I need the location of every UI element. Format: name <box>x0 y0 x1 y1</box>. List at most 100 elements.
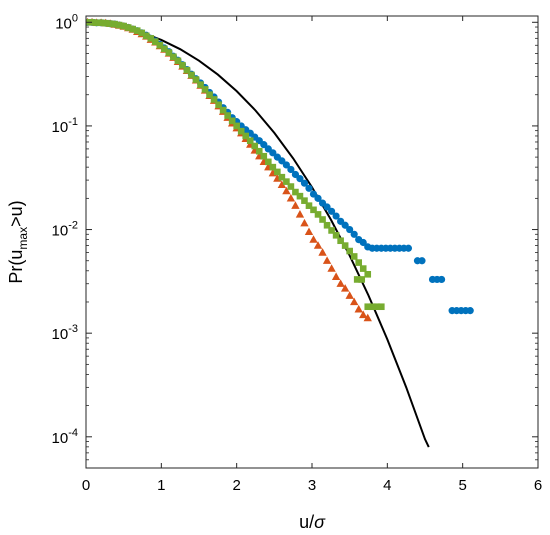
data-point <box>358 276 366 283</box>
x-tick-label: 0 <box>82 477 90 494</box>
data-point <box>120 22 127 30</box>
data-point <box>296 175 304 183</box>
x-tick-label: 1 <box>157 477 165 494</box>
series-layer <box>86 17 474 448</box>
x-axis-label: u/σ <box>299 512 326 532</box>
data-point <box>359 310 368 319</box>
data-point <box>327 207 336 215</box>
data-point <box>246 137 254 145</box>
y-axis-label-sub: max <box>16 227 30 250</box>
data-point <box>265 158 272 166</box>
data-point <box>332 232 340 239</box>
data-point <box>251 142 259 150</box>
data-point <box>165 49 173 56</box>
data-point <box>152 38 159 45</box>
data-point <box>228 117 236 125</box>
series-square <box>86 18 385 311</box>
data-point <box>286 193 296 202</box>
data-point <box>437 275 446 284</box>
data-point <box>305 184 313 192</box>
data-point <box>353 276 361 283</box>
x-axis-label-base: u/ <box>299 512 314 532</box>
data-point <box>242 132 250 140</box>
data-point <box>215 101 222 109</box>
data-point <box>337 237 344 245</box>
x-tick-label: 2 <box>232 477 240 494</box>
data-point <box>313 241 323 249</box>
data-point <box>364 270 372 278</box>
data-point <box>300 218 309 227</box>
data-point <box>328 227 335 234</box>
y-tick-label: 10-3 <box>52 323 78 343</box>
tick-layer: 0 1 2 3 4 5 6 100 10-1 10-2 10-3 10-4 <box>52 12 543 494</box>
data-point <box>310 206 317 214</box>
data-point <box>233 122 240 130</box>
data-point <box>319 216 326 223</box>
data-point <box>133 27 141 34</box>
y-tick-label: 10-1 <box>52 116 78 136</box>
data-point <box>373 303 381 311</box>
data-point <box>346 225 354 234</box>
data-point <box>291 201 300 209</box>
x-tick-label: 6 <box>534 477 542 494</box>
data-point <box>359 238 367 247</box>
data-point <box>106 20 114 27</box>
data-point <box>327 264 336 272</box>
data-point <box>129 25 137 33</box>
data-point <box>322 256 332 264</box>
data-point <box>237 127 245 135</box>
data-point <box>269 149 277 157</box>
data-point <box>111 20 118 28</box>
data-point <box>147 35 155 42</box>
data-point <box>188 71 195 79</box>
data-point <box>364 303 372 311</box>
data-point <box>340 284 350 292</box>
data-point <box>206 91 213 99</box>
data-point <box>346 247 353 255</box>
data-point <box>282 186 291 195</box>
data-point <box>179 61 186 69</box>
data-point <box>309 190 318 198</box>
data-point <box>124 24 132 31</box>
x-tick-label: 4 <box>383 477 391 494</box>
x-tick-label: 5 <box>458 477 466 494</box>
data-point <box>102 19 109 27</box>
data-point <box>183 66 191 74</box>
data-point <box>296 192 304 200</box>
data-point <box>161 45 168 53</box>
data-point <box>368 303 376 311</box>
data-point <box>341 221 349 229</box>
data-point <box>331 272 341 280</box>
data-point <box>314 194 322 202</box>
data-point <box>88 18 96 26</box>
data-point <box>341 242 349 249</box>
data-point <box>305 202 313 209</box>
x-axis-label-symbol: σ <box>314 512 326 532</box>
data-point <box>323 203 331 211</box>
y-axis-label: Pr(umax>u) <box>6 200 30 283</box>
y-tick-label: 100 <box>55 12 78 32</box>
data-point <box>309 235 318 243</box>
data-point <box>277 180 287 189</box>
data-point <box>314 211 322 218</box>
data-point <box>115 21 123 29</box>
data-point <box>255 147 263 155</box>
data-point <box>418 257 426 265</box>
data-point <box>323 221 331 229</box>
y-tick-label: 10-4 <box>52 427 78 447</box>
y-axis-label-post: >u) <box>6 200 26 227</box>
data-point <box>224 112 231 119</box>
data-point <box>219 106 227 114</box>
data-point <box>197 81 204 88</box>
data-point <box>260 152 268 160</box>
data-point <box>354 304 363 313</box>
data-point <box>138 29 146 37</box>
data-point <box>156 41 164 49</box>
data-point <box>278 173 286 181</box>
data-point <box>332 212 340 220</box>
data-point <box>363 313 372 322</box>
data-point <box>142 32 150 40</box>
data-point <box>260 141 268 149</box>
data-point <box>282 161 290 169</box>
